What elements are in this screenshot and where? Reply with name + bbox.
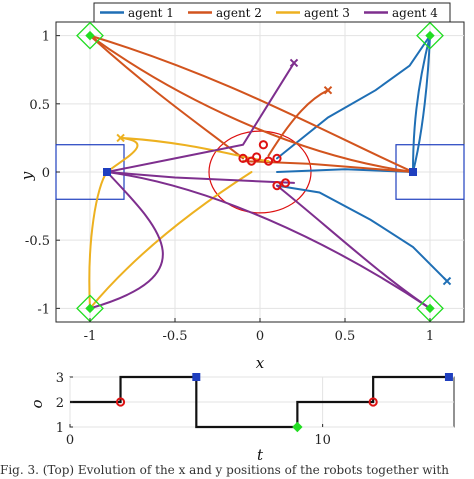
- mode-y-ticks: 1 2 3: [56, 371, 73, 436]
- goal-point: [425, 303, 435, 314]
- collision-marker: [272, 181, 282, 191]
- goal-diamond: [76, 21, 104, 50]
- trajectory-agent3: [89, 171, 253, 310]
- legend: agent 1 agent 2 agent 3 agent 4: [93, 2, 451, 23]
- y-tick-label: -0.5: [25, 234, 50, 249]
- mode-plot: 0 10 1 2 3 t o: [28, 371, 455, 464]
- collision-region-circle: [208, 130, 312, 214]
- mode-y-axis-label: o: [28, 399, 46, 408]
- trajectory-agent4: [106, 171, 295, 184]
- trajectory-x-axis-label: x: [256, 354, 265, 372]
- trajectory-agent2: [89, 34, 414, 173]
- collision-marker: [272, 153, 282, 163]
- mode-start-marker: [192, 373, 201, 381]
- x-tick-label: 1: [426, 329, 434, 344]
- x-tick-label: -0.5: [162, 329, 187, 344]
- mode-y-tick-label: 1: [56, 421, 64, 436]
- y-tick-label: 0.5: [29, 98, 50, 113]
- mode-collision-marker: [115, 397, 126, 407]
- goal-point: [425, 30, 435, 41]
- collision-marker: [263, 156, 274, 166]
- legend-label: agent 4: [392, 6, 438, 20]
- trajectory-agent1: [412, 34, 431, 173]
- trajectory-agent4: [106, 171, 431, 310]
- mode-collision-marker: [368, 397, 378, 407]
- trajectory-agent1: [412, 34, 431, 173]
- trajectory-agent1: [276, 34, 431, 160]
- x-tick-label: -1: [84, 329, 97, 344]
- collision-marker: [280, 178, 291, 188]
- trajectory-agent2: [267, 89, 329, 157]
- start-point-square: [103, 168, 111, 176]
- trajectory-agent4: [89, 171, 164, 310]
- mode-step-path: [70, 375, 449, 429]
- mode-goal-marker: [292, 421, 303, 433]
- goal-diamond: [416, 21, 444, 50]
- mode-markers: [115, 373, 453, 433]
- start-point-square: [409, 168, 417, 176]
- collision-marker: [246, 156, 257, 166]
- end-marker-agent2: [323, 85, 333, 95]
- mode-x-tick-label: 0: [66, 433, 74, 448]
- y-tick-label: 1: [42, 30, 50, 45]
- mode-x-axis-label: t: [257, 446, 264, 464]
- goal-point: [85, 30, 95, 41]
- trajectory-agent4: [276, 184, 431, 310]
- trajectory-y-ticks: -1 -0.5 0 0.5 1: [25, 30, 60, 317]
- x-tick-label: 0.5: [335, 329, 356, 344]
- trajectory-agent1: [276, 184, 448, 283]
- legend-box: [93, 2, 451, 23]
- goal-point: [85, 303, 95, 314]
- legend-label: agent 2: [216, 6, 262, 20]
- trajectory-y-axis-label: y: [18, 171, 36, 181]
- end-marker-agent3: [116, 133, 125, 143]
- mode-step-line: [70, 375, 449, 429]
- mode-y-tick-label: 3: [56, 371, 64, 386]
- trajectory-agent4: [106, 61, 295, 173]
- trajectory-agent3: [88, 171, 108, 310]
- mode-y-tick-label: 2: [56, 396, 64, 411]
- mode-start-marker: [444, 373, 453, 381]
- mode-x-tick-label: 10: [314, 433, 331, 448]
- trajectory-x-ticks: -1 -0.5 0 0.5 1: [84, 318, 434, 344]
- x-tick-label: 0: [256, 329, 264, 344]
- y-tick-label: 0: [42, 166, 50, 181]
- trajectory-markers: [76, 21, 452, 323]
- end-marker-agent4: [289, 58, 299, 68]
- trajectory-plot: -1 -0.5 0 0.5 1 -1-0.500.51 x y agent 1 agent…: [18, 2, 465, 372]
- figure-caption: Fig. 3. (Top) Evolution of the x and y p…: [0, 463, 449, 477]
- end-marker-agent1: [442, 276, 452, 286]
- legend-label: agent 3: [304, 6, 350, 20]
- legend-label: agent 1: [128, 6, 174, 20]
- trajectory-lines: [88, 34, 448, 310]
- trajectory-agent2: [89, 34, 414, 173]
- collision-marker: [258, 140, 268, 150]
- y-tick-label: -1: [37, 302, 50, 317]
- collision-marker: [238, 153, 248, 163]
